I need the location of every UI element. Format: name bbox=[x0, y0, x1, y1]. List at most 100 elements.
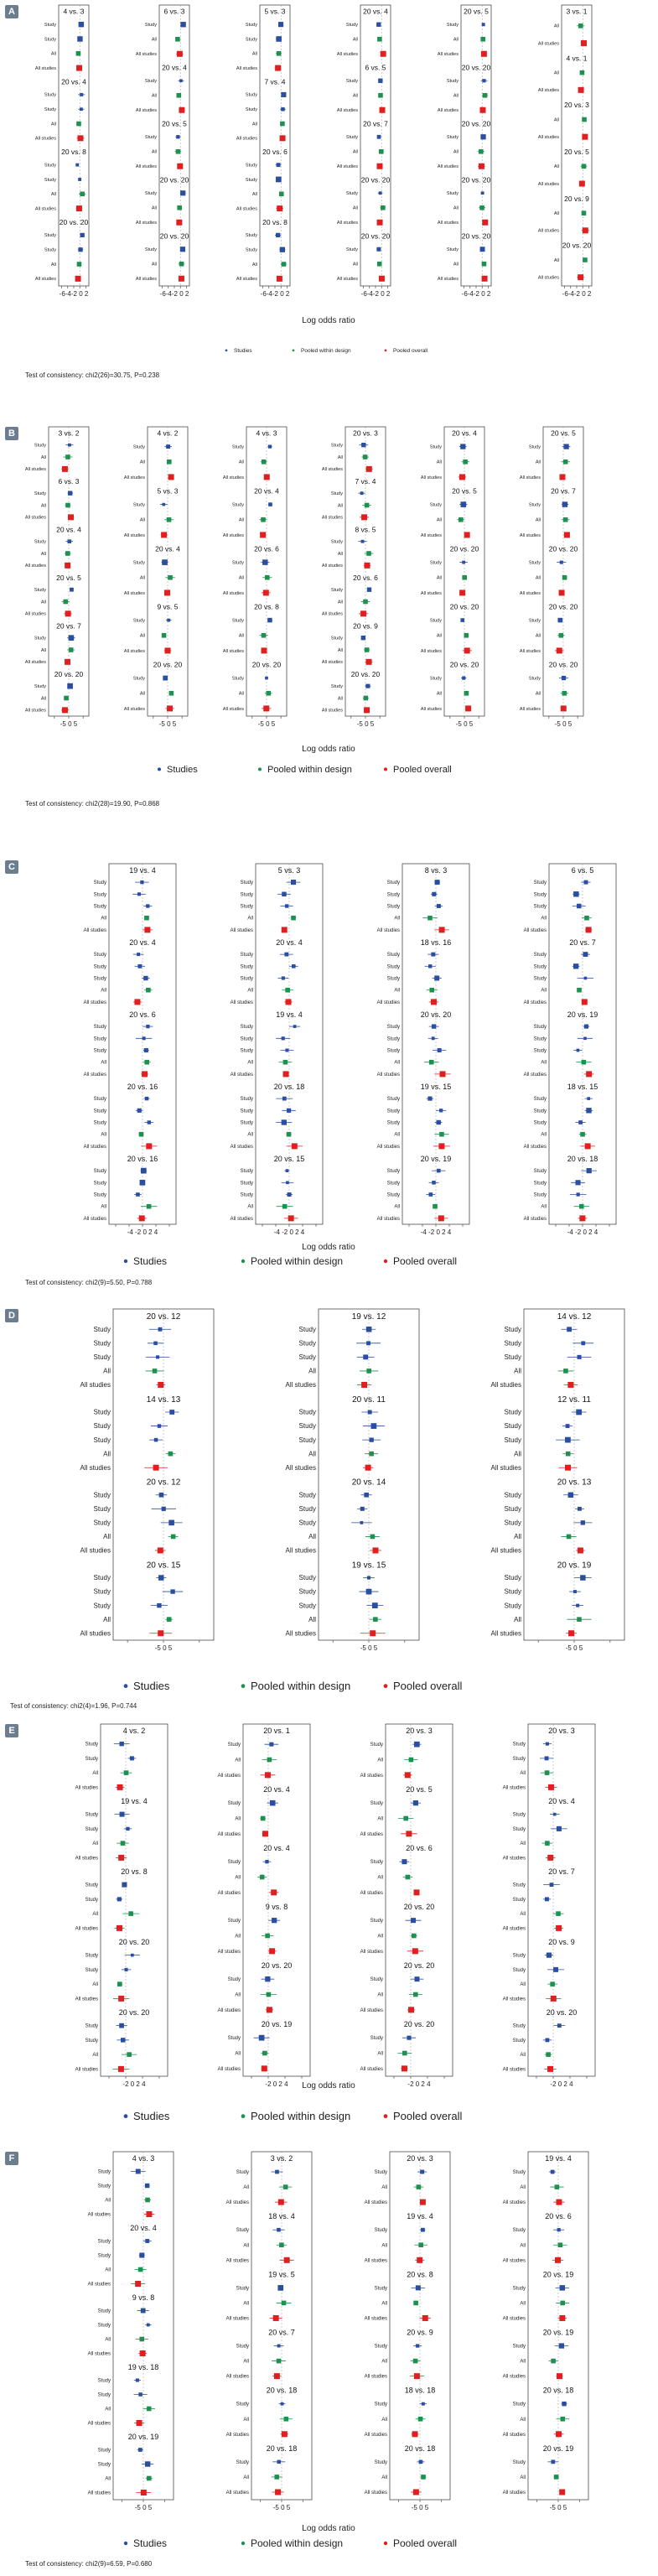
row-label: All bbox=[353, 94, 358, 99]
row-label: All bbox=[252, 122, 257, 127]
comparison-title: 20 vs. 6 bbox=[406, 1844, 433, 1852]
pooled-overall-marker bbox=[364, 562, 370, 569]
study-marker bbox=[179, 79, 183, 83]
row-label: Study bbox=[241, 1025, 253, 1030]
pooled-overall-marker bbox=[260, 532, 267, 538]
row-label: All studies bbox=[365, 2200, 387, 2205]
study-marker bbox=[576, 1603, 580, 1607]
study-marker bbox=[573, 963, 579, 969]
row-label: Study bbox=[228, 2036, 241, 2041]
row-label: All studies bbox=[25, 516, 46, 521]
study-marker bbox=[567, 1492, 574, 1498]
row-label: All bbox=[453, 206, 459, 211]
plot-column: 8 vs. 3 Study Study Study All All studies 18 v… bbox=[377, 863, 470, 1236]
tick-labels: -6-4-2 0 2 bbox=[462, 290, 491, 298]
row-label: All studies bbox=[337, 164, 358, 169]
row-label: Study bbox=[246, 233, 257, 238]
row-label: Study bbox=[94, 1491, 111, 1498]
row-label: Study bbox=[331, 491, 343, 496]
row-label: Study bbox=[241, 880, 253, 886]
tick-labels: -2 0 2 4 bbox=[550, 2080, 573, 2088]
study-marker bbox=[158, 1492, 164, 1498]
comparison-title: 20 vs. 20 bbox=[549, 545, 578, 553]
row-label: All studies bbox=[360, 2008, 383, 2013]
row-label: Study bbox=[387, 1169, 400, 1174]
comparison-title: 20 vs. 12 bbox=[147, 1478, 181, 1488]
pooled-design-marker bbox=[144, 1059, 150, 1065]
row-label: All bbox=[394, 917, 400, 922]
row-label: Study bbox=[133, 444, 145, 449]
row-label: Study bbox=[44, 37, 56, 42]
row-label: Study bbox=[346, 191, 358, 196]
row-label: Study bbox=[505, 1505, 521, 1513]
row-label: All bbox=[536, 460, 541, 465]
row-label: Study bbox=[94, 1109, 106, 1114]
comparison-title: 20 vs. 7 bbox=[551, 487, 576, 496]
legend-label: Pooled within design bbox=[267, 765, 352, 775]
row-label: Study bbox=[375, 2460, 387, 2465]
pooled-design-marker bbox=[417, 2416, 423, 2422]
row-label: Study bbox=[387, 964, 400, 969]
pooled-design-marker bbox=[464, 632, 469, 638]
row-label: Study bbox=[346, 23, 358, 28]
row-label: Study bbox=[513, 1954, 526, 1959]
pooled-design-marker bbox=[175, 36, 180, 42]
pooled-overall-marker bbox=[161, 532, 168, 538]
study-marker bbox=[363, 1354, 369, 1360]
row-label: Study bbox=[98, 2449, 111, 2454]
row-label: Study bbox=[299, 1409, 316, 1416]
legend-marker bbox=[292, 349, 295, 352]
row-label: Study bbox=[430, 502, 442, 507]
study-marker bbox=[277, 2459, 281, 2464]
study-marker bbox=[576, 1409, 583, 1415]
row-label: Study bbox=[94, 880, 106, 886]
row-label: All bbox=[92, 1982, 98, 1987]
row-label: All studies bbox=[223, 533, 244, 538]
tick-labels: -5 0 5 bbox=[360, 1644, 378, 1652]
study-marker bbox=[577, 1354, 582, 1359]
row-label: All studies bbox=[286, 1629, 316, 1637]
row-label: Study bbox=[534, 1181, 547, 1186]
row-label: All bbox=[152, 94, 157, 99]
row-label: Study bbox=[145, 191, 157, 196]
pooled-overall-marker bbox=[554, 2257, 561, 2263]
study-marker bbox=[277, 2227, 281, 2232]
study-marker bbox=[146, 1024, 150, 1029]
pooled-design-marker bbox=[463, 459, 468, 465]
pooled-design-marker bbox=[276, 50, 282, 56]
row-label: Study bbox=[94, 1097, 106, 1102]
row-label: Study bbox=[505, 1588, 521, 1596]
tick-labels: -5 0 5 bbox=[566, 1644, 583, 1652]
pooled-design-marker bbox=[281, 2300, 287, 2306]
row-label: All bbox=[247, 989, 253, 994]
row-label: Study bbox=[346, 247, 358, 252]
pooled-design-marker bbox=[479, 205, 484, 210]
study-marker bbox=[371, 1602, 378, 1609]
study-marker bbox=[293, 1025, 297, 1028]
row-label: All studies bbox=[75, 1785, 98, 1790]
row-label: All bbox=[308, 1616, 316, 1623]
row-label: Study bbox=[145, 135, 157, 140]
row-label: Study bbox=[447, 191, 459, 196]
x-axis-label: Log odds ratio bbox=[302, 2081, 355, 2090]
plot-column: 14 vs. 12 Study Study Study All All studies 12… bbox=[491, 1308, 625, 1652]
pooled-design-marker bbox=[117, 1981, 122, 1987]
study-marker bbox=[284, 952, 289, 957]
pooled-overall-marker bbox=[413, 2373, 420, 2380]
row-label: All studies bbox=[35, 277, 56, 282]
row-label: All bbox=[394, 989, 400, 994]
pooled-overall-marker bbox=[361, 1381, 368, 1388]
row-label: All bbox=[554, 164, 559, 169]
row-label: Study bbox=[529, 502, 541, 507]
row-label: Study bbox=[98, 2254, 111, 2259]
comparison-title: 20 vs. 8 bbox=[121, 1867, 148, 1876]
row-label: All bbox=[394, 1205, 400, 1210]
row-label: All bbox=[239, 518, 244, 523]
row-label: All bbox=[377, 1876, 383, 1881]
row-label: Study bbox=[534, 1036, 547, 1041]
row-label: Study bbox=[370, 1860, 383, 1865]
row-label: All bbox=[453, 38, 459, 43]
comparison-title: 20 vs. 11 bbox=[352, 1395, 386, 1405]
comparison-title: 20 vs. 4 bbox=[276, 938, 303, 947]
row-label: All studies bbox=[377, 1145, 400, 1150]
